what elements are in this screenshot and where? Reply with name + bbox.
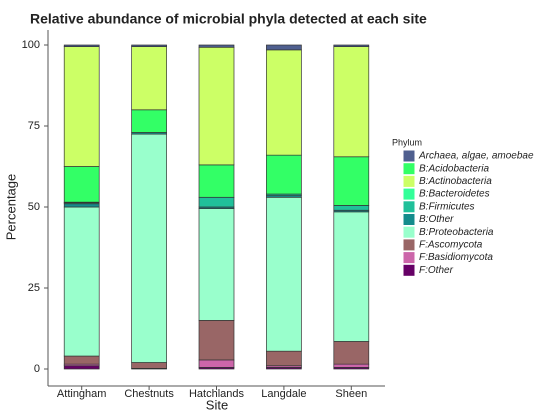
legend-swatch (402, 174, 416, 188)
legend-label: F:Other (419, 265, 454, 276)
legend-swatch (402, 251, 416, 265)
legend-label: B:Other (419, 214, 454, 225)
legend-label: B:Actinobacteria (419, 176, 492, 187)
x-axis-label: Site (206, 397, 228, 412)
bar-segment (131, 362, 167, 369)
bar-segment (266, 350, 302, 367)
bar-segment (131, 46, 167, 111)
bar-segment (198, 196, 235, 208)
x-tick-label: Chestnuts (124, 388, 174, 400)
legend-swatch (402, 149, 416, 163)
bar-segment (266, 154, 302, 195)
legend-label: Archaea, algae, amoebae (418, 151, 534, 162)
x-tick-label: Sheen (335, 388, 367, 400)
bar-segment (198, 320, 235, 361)
y-tick-label: 25 (28, 282, 40, 294)
bar-segment (333, 44, 370, 47)
legend-swatch (402, 263, 416, 277)
bar-segment (266, 196, 302, 352)
y-tick-label: 50 (28, 201, 40, 213)
y-tick-label: 75 (28, 120, 40, 132)
x-tick-label: Langdale (261, 388, 306, 400)
bar-segment (63, 355, 100, 365)
bar-segment (131, 109, 167, 133)
bar-segment (333, 363, 370, 368)
legend-label: B:Bacteroidetes (419, 189, 490, 200)
legend-swatch (402, 213, 416, 226)
y-tick-label: 0 (34, 363, 40, 375)
bar-segment (63, 44, 100, 47)
legend-title: Phylum (392, 137, 422, 147)
bar-segment (198, 46, 235, 166)
bar-segment (198, 359, 235, 368)
legend-label: B:Acidobacteria (419, 163, 489, 174)
bar-segment (131, 44, 167, 47)
bar-segment (198, 44, 235, 48)
bar-segment (266, 44, 302, 51)
legend-swatch (402, 225, 416, 239)
bar-segment (63, 206, 100, 357)
bar-segment (63, 166, 100, 203)
bar-segment (131, 133, 167, 363)
bar-segment (63, 365, 100, 370)
bar-segment (63, 46, 100, 167)
x-tick-label: Attingham (57, 388, 107, 400)
bar-segment (63, 203, 100, 208)
legend-swatch (402, 238, 416, 252)
bar-segment (333, 156, 370, 206)
legend-label: F:Ascomycota (419, 240, 483, 251)
legend-swatch (402, 162, 416, 176)
bar-segment (333, 211, 370, 342)
legend-label: F:Basidiomycota (419, 252, 493, 263)
y-tick-label: 100 (22, 39, 40, 51)
bar-segment (333, 46, 370, 158)
y-axis-label: Percentage (3, 174, 18, 241)
bar-segment (198, 164, 235, 198)
bar-segment (333, 205, 370, 211)
bar-segment (198, 208, 235, 321)
x-tick-label: Hatchlands (189, 388, 245, 400)
legend-swatch (402, 200, 416, 214)
bar-segment (333, 341, 370, 365)
bar-segment (266, 49, 302, 156)
legend-label: B:Firmicutes (419, 201, 475, 212)
legend-swatch (402, 187, 416, 201)
chart-title: Relative abundance of microbial phyla de… (30, 11, 427, 27)
legend-label: B:Proteobacteria (419, 227, 494, 238)
